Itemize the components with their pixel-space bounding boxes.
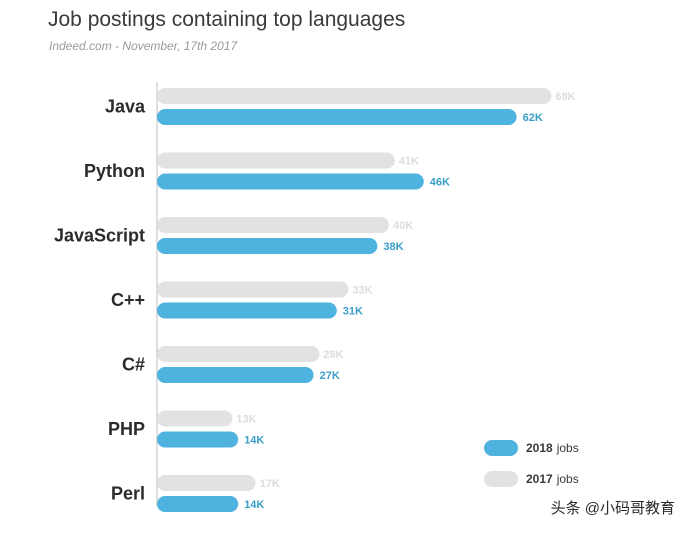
category-label-java: Java	[105, 97, 146, 117]
legend-year-2018: 2018	[526, 441, 553, 455]
bar-2018-java	[157, 109, 517, 125]
bar-2017-cpp	[157, 281, 349, 298]
legend: 2018 jobs 2017 jobs	[484, 438, 579, 500]
bar-2018-php	[157, 431, 239, 448]
category-label-javascript: JavaScript	[54, 226, 145, 246]
value-label-2017-csharp: 28K	[323, 349, 343, 361]
legend-suffix-2018: jobs	[556, 441, 579, 455]
value-label-2018-javascript: 38K	[383, 241, 403, 253]
bar-2017-java	[157, 88, 552, 104]
category-label-csharp: C#	[122, 355, 145, 375]
legend-suffix-2017: jobs	[556, 472, 579, 486]
bar-2018-perl	[157, 496, 239, 512]
legend-item-2017: 2017 jobs	[484, 469, 579, 489]
chart-title: Job postings containing top languages	[48, 8, 406, 31]
value-label-2018-perl: 14K	[244, 499, 264, 511]
bar-2017-csharp	[157, 346, 320, 362]
value-label-2017-java: 68K	[555, 91, 575, 103]
legend-swatch-2017	[484, 471, 518, 487]
category-label-perl: Perl	[111, 484, 145, 504]
value-label-2017-python: 41K	[399, 156, 419, 168]
legend-item-2018: 2018 jobs	[484, 438, 579, 458]
legend-year-2017: 2017	[526, 472, 553, 486]
bar-2017-perl	[157, 475, 256, 491]
category-label-php: PHP	[108, 419, 145, 439]
bar-2018-csharp	[157, 367, 314, 383]
value-label-2018-php: 14K	[244, 435, 264, 447]
legend-swatch-2018	[484, 440, 518, 456]
watermark: 头条 @小码哥教育	[550, 500, 675, 517]
bar-2018-python	[157, 173, 424, 190]
chart-subtitle: Indeed.com - November, 17th 2017	[49, 39, 238, 53]
value-label-2018-java: 62K	[523, 112, 543, 124]
value-label-2017-javascript: 40K	[393, 220, 413, 232]
value-label-2017-cpp: 33K	[352, 285, 372, 297]
value-label-2017-php: 13K	[236, 414, 256, 426]
category-label-cpp: C++	[111, 290, 145, 310]
bar-2017-javascript	[157, 217, 389, 233]
bar-2017-python	[157, 152, 395, 169]
bar-2017-php	[157, 410, 233, 427]
value-label-2018-python: 46K	[430, 177, 450, 189]
bar-2018-javascript	[157, 238, 378, 254]
value-label-2018-cpp: 31K	[343, 306, 363, 318]
bar-2018-cpp	[157, 302, 337, 319]
category-label-python: Python	[84, 161, 145, 181]
value-label-2018-csharp: 27K	[320, 370, 340, 382]
value-label-2017-perl: 17K	[260, 478, 280, 490]
